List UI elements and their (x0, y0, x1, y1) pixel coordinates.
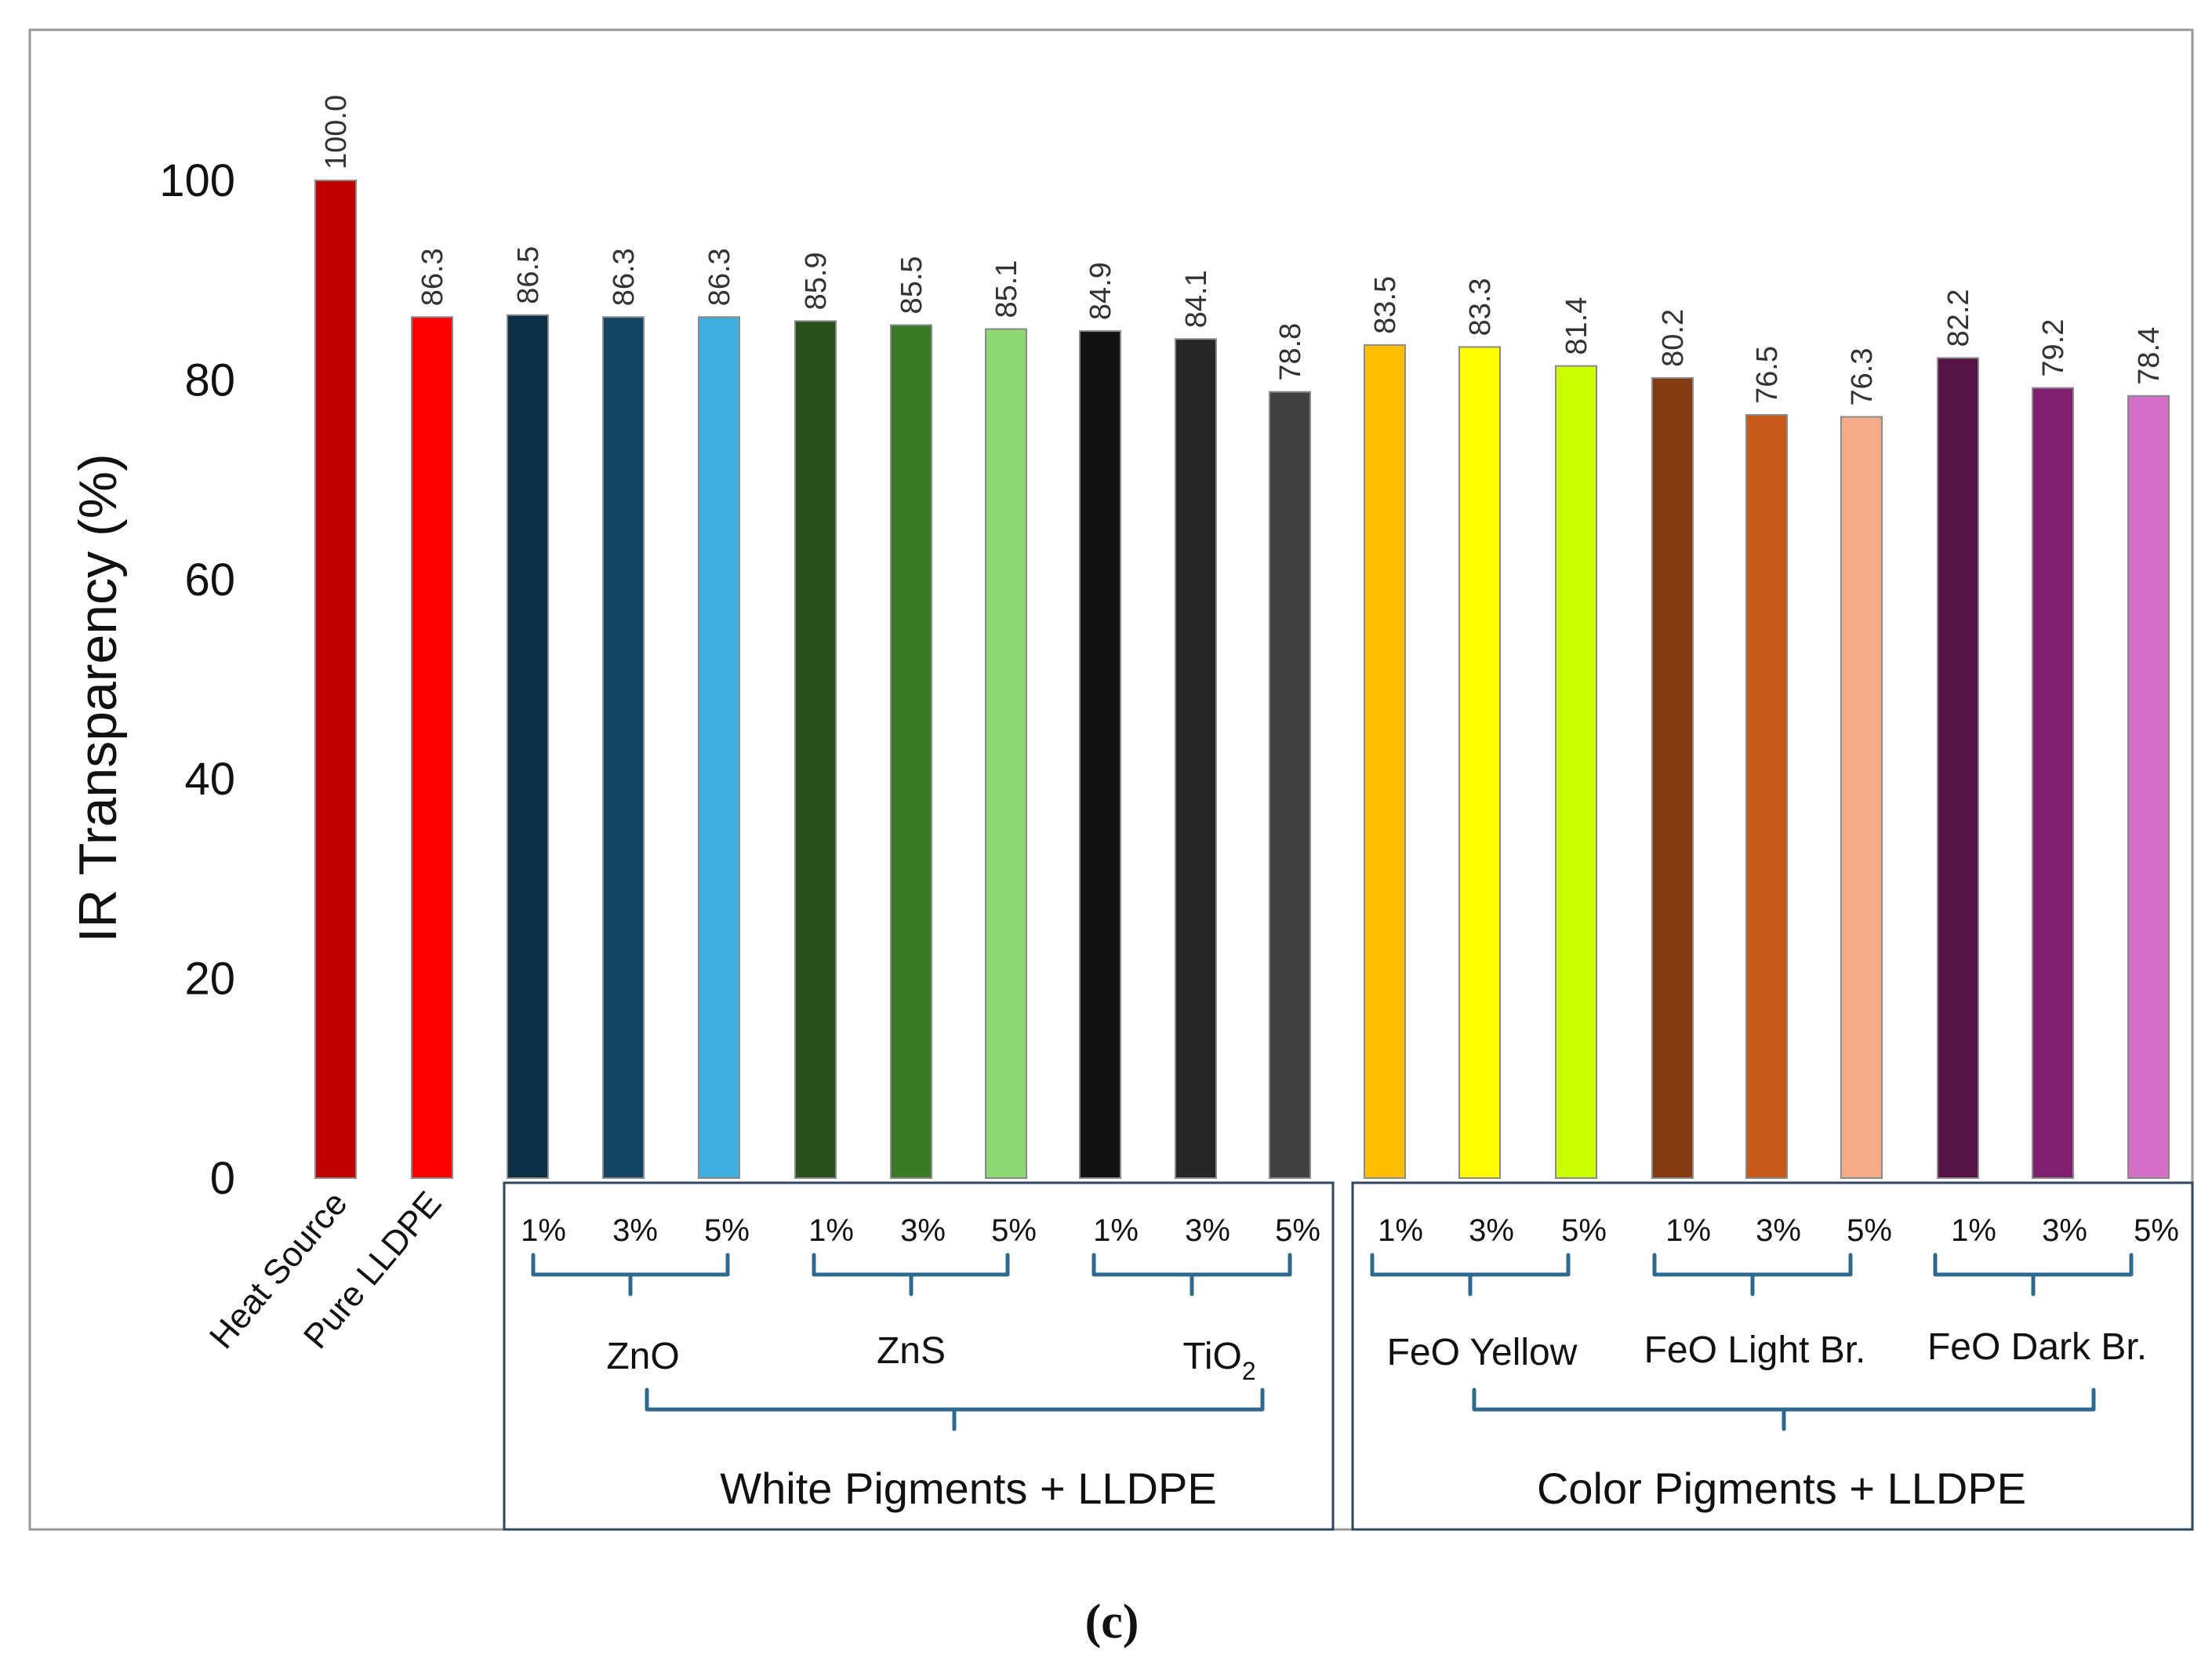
brace-zno (531, 1253, 730, 1297)
bar (1840, 416, 1883, 1179)
bars (314, 180, 2170, 1180)
concentration-label: 3% (1756, 1213, 1801, 1248)
bar (1079, 330, 1121, 1179)
bar (698, 316, 740, 1179)
y-tick-label: 20 (184, 954, 235, 1005)
brace-white-pigments (645, 1387, 1265, 1431)
group-label-feo-dark-br: FeO Dark Br. (1927, 1326, 2147, 1368)
concentration-label: 1% (1665, 1213, 1711, 1248)
concentration-label: 5% (2134, 1213, 2179, 1248)
concentration-label: 3% (1185, 1213, 1230, 1248)
brace-feo-light-br (1652, 1253, 1853, 1297)
bar (411, 316, 453, 1179)
bar (1364, 344, 1406, 1179)
bar-value-label: 85.5 (895, 256, 928, 314)
y-axis-title: IR Transparency (%) (68, 453, 128, 943)
figure-caption: (c) (1085, 1595, 1139, 1649)
bar-value-label: 85.1 (990, 260, 1023, 318)
bar (1269, 391, 1311, 1179)
brace-tio2 (1091, 1253, 1292, 1297)
bar-value-label: 76.3 (1846, 347, 1879, 406)
bar-value-label: 86.3 (416, 248, 449, 306)
brace-feo-dark-br (1933, 1253, 2134, 1297)
bar-value-label: 100.0 (320, 95, 353, 169)
bar (1745, 413, 1788, 1179)
concentration-label: 5% (1275, 1213, 1320, 1248)
y-tick-labels: 0 20 40 60 80 100 (159, 155, 235, 1204)
bar (794, 320, 837, 1179)
concentration-label: 1% (521, 1213, 566, 1248)
bar (507, 314, 549, 1180)
y-tick-label: 0 (210, 1153, 235, 1204)
group-label-feo-yellow: FeO Yellow (1387, 1332, 1578, 1373)
bar-value-label: 86.3 (703, 248, 736, 306)
bar (314, 180, 357, 1179)
white-pigments-box (503, 1181, 1335, 1531)
bar-value-label: 84.1 (1180, 270, 1213, 328)
concentration-label: 1% (1378, 1213, 1423, 1248)
bar (985, 328, 1027, 1180)
concentration-label: 1% (808, 1213, 854, 1248)
bar (1458, 346, 1501, 1180)
bar-value-label: 79.2 (2037, 319, 2070, 377)
group-label-tio2: TiO2 (1182, 1336, 1255, 1385)
bar (2127, 395, 2170, 1179)
bar-value-label: 86.5 (512, 246, 545, 304)
bar (1937, 357, 1979, 1179)
concentration-label: 5% (1847, 1213, 1892, 1248)
concentration-label: 3% (612, 1213, 658, 1248)
bar (890, 324, 932, 1180)
bar (602, 316, 645, 1179)
bar-value-label: 82.2 (1942, 289, 1975, 347)
bar (1555, 365, 1597, 1179)
concentration-label: 5% (704, 1213, 750, 1248)
concentration-labels: 1% 3% 5% 1% 3% 5% 1% 3% 5% 1% 3% 5% 1% 3% 5% 1% 3% 5% (521, 1213, 2179, 1248)
concentration-label: 1% (1093, 1213, 1139, 1248)
bar-value-label: 80.2 (1657, 309, 1690, 367)
y-tick-label: 80 (184, 355, 235, 406)
bar-value-label: 76.5 (1751, 346, 1784, 404)
group-label-tio2-subscript: 2 (1242, 1357, 1256, 1385)
concentration-label: 3% (900, 1213, 946, 1248)
concentration-label: 1% (1951, 1213, 1996, 1248)
bar-value-label: 84.9 (1084, 262, 1117, 320)
section-label-white-pigments: White Pigments + LLDPE (720, 1464, 1216, 1513)
group-label-zns: ZnS (877, 1330, 946, 1372)
bar (1651, 376, 1694, 1179)
bar-value-label: 83.3 (1464, 278, 1497, 336)
group-label-feo-light-br: FeO Light Br. (1644, 1329, 1866, 1371)
concentration-label: 5% (1561, 1213, 1607, 1248)
bar-value-label: 78.4 (2133, 327, 2166, 385)
concentration-label: 3% (2042, 1213, 2087, 1248)
y-tick-label: 100 (159, 155, 235, 206)
brace-zns (812, 1253, 1010, 1297)
concentration-label: 5% (991, 1213, 1037, 1248)
group-label-tio2-base: TiO (1182, 1336, 1242, 1377)
bar-value-label: 85.9 (800, 252, 833, 310)
bar-value-label: 81.4 (1560, 297, 1593, 355)
concentration-label: 3% (1469, 1213, 1514, 1248)
bar-value-label: 83.5 (1369, 276, 1402, 334)
section-label-color-pigments: Color Pigments + LLDPE (1537, 1464, 2026, 1513)
bar (2032, 387, 2074, 1179)
bar-value-label: 86.3 (608, 248, 641, 306)
y-tick-label: 40 (184, 754, 235, 805)
bar-value-labels: 100.0 86.3 86.5 86.3 86.3 85.9 85.5 85.1 84.9 84.… (320, 95, 2166, 406)
brace-feo-yellow (1370, 1253, 1571, 1297)
bar-value-label: 78.8 (1274, 323, 1307, 381)
color-pigments-box (1351, 1181, 2194, 1531)
group-label-zno: ZnO (606, 1336, 679, 1377)
brace-color-pigments (1472, 1387, 2096, 1431)
bar (1175, 338, 1217, 1179)
y-tick-label: 60 (184, 555, 235, 606)
